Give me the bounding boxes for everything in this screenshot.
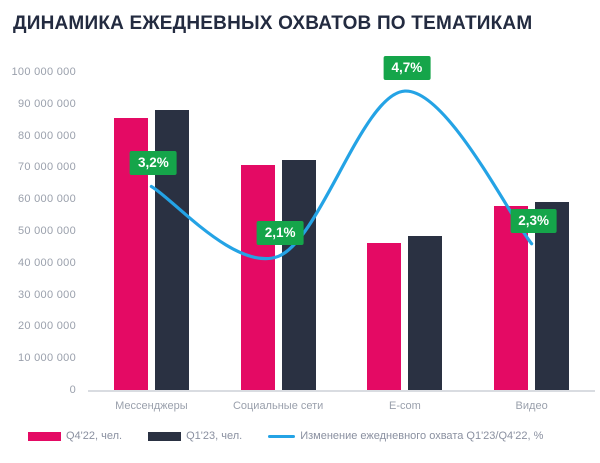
x-axis-baseline — [88, 390, 595, 392]
y-tick-label: 60 000 000 — [17, 193, 76, 206]
legend-item-trend: Изменение ежедневного охвата Q1'23/Q4'22… — [268, 430, 543, 442]
bar-q1 — [535, 202, 570, 390]
y-tick-label: 30 000 000 — [17, 288, 76, 301]
trend-swatch-icon — [268, 434, 296, 438]
legend-label-q4: Q4'22, чел. — [66, 430, 123, 442]
legend-label-q1: Q1'23, чел. — [186, 430, 243, 442]
y-tick-label: 70 000 000 — [17, 161, 76, 174]
y-tick-label: 90 000 000 — [17, 97, 76, 110]
x-axis-label: Видео — [515, 400, 548, 412]
legend-item-q4: Q4'22, чел. — [28, 430, 122, 442]
legend-label-trend: Изменение ежедневного охвата Q1'23/Q4'22… — [300, 430, 544, 442]
bar-q4 — [367, 242, 402, 390]
q4-swatch-icon — [28, 431, 61, 441]
legend-item-q1: Q1'23, чел. — [148, 430, 242, 442]
q1-swatch-icon — [148, 431, 182, 441]
y-tick-label: 10 000 000 — [17, 352, 76, 365]
trend-line — [149, 89, 534, 261]
legend: Q4'22, чел. Q1'23, чел. Изменение ежедне… — [28, 430, 543, 442]
y-tick-label: 80 000 000 — [17, 129, 76, 142]
bar-q1 — [281, 160, 316, 390]
pct-badge: 3,2% — [129, 151, 177, 176]
bar-q4 — [494, 206, 529, 390]
y-tick-label: 50 000 000 — [17, 225, 76, 237]
y-tick-label: 20 000 000 — [17, 320, 76, 333]
x-axis-label: Мессенджеры — [115, 400, 188, 412]
x-axis-label: E-com — [388, 400, 421, 412]
y-tick-label: 40 000 000 — [17, 256, 76, 269]
pct-badge: 2,3% — [510, 208, 558, 233]
y-tick-label: 100 000 000 — [11, 66, 76, 78]
pct-badge: 4,7% — [383, 56, 431, 81]
bar-q1 — [408, 235, 443, 390]
x-axis-label: Социальные сети — [232, 400, 324, 412]
y-tick-label: 0 — [69, 384, 76, 396]
pct-badge: 2,1% — [256, 221, 304, 246]
bar-q4 — [240, 165, 275, 390]
chart-title: ДИНАМИКА ЕЖЕДНЕВНЫХ ОХВАТОВ ПО ТЕМАТИКАМ — [13, 13, 533, 34]
